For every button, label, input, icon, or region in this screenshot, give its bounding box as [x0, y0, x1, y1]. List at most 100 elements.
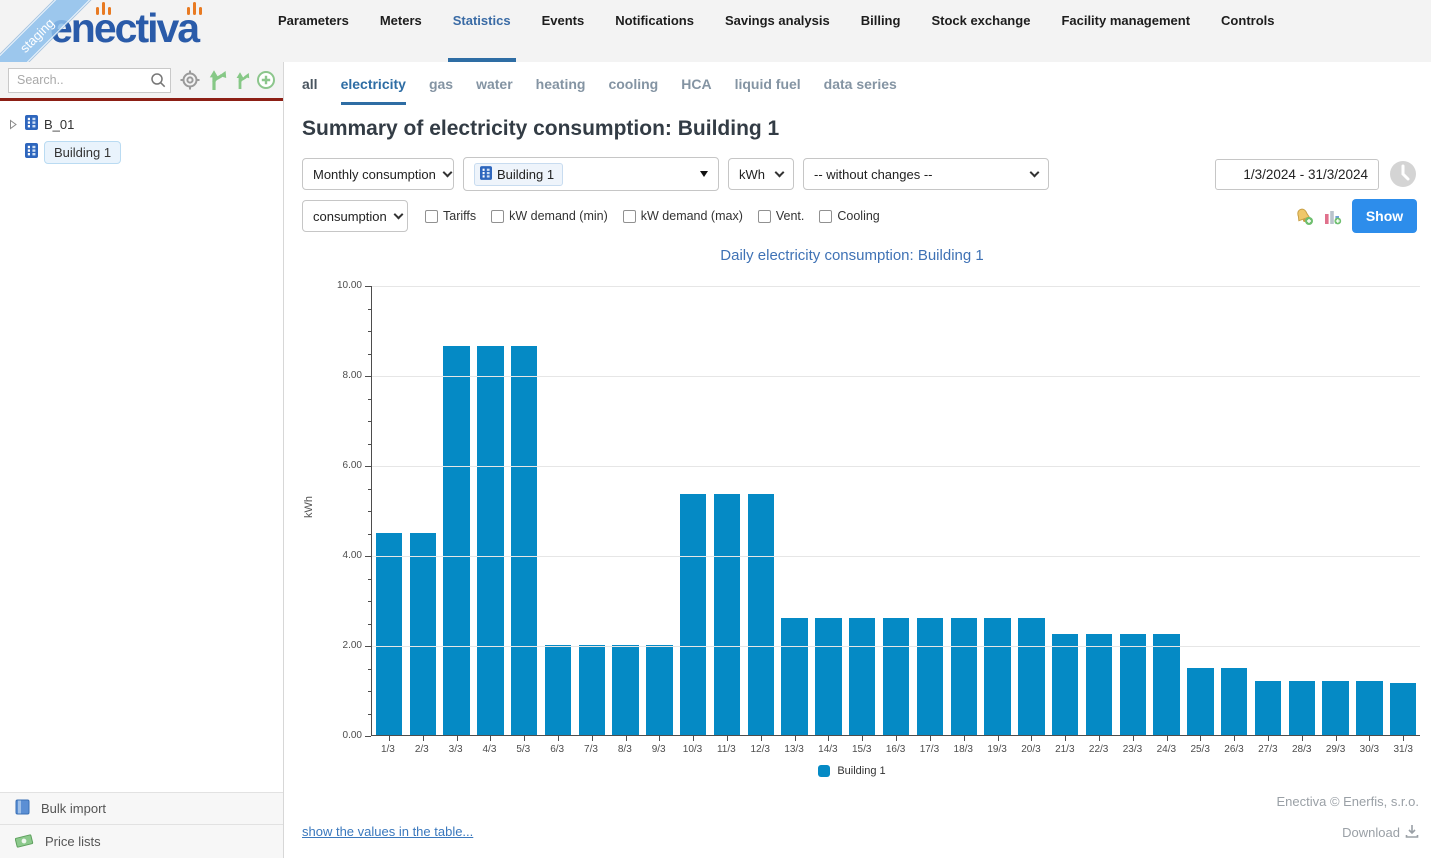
period-select[interactable]: Monthly consumption [302, 158, 454, 190]
checkbox-cooling[interactable]: Cooling [819, 209, 879, 223]
sidebar-item-bulk-import[interactable]: Bulk import [0, 792, 283, 824]
tab-heating[interactable]: heating [536, 76, 586, 105]
chart-add-icon[interactable] [1324, 208, 1342, 225]
y-tick [368, 511, 371, 512]
target-icon[interactable] [180, 70, 200, 90]
logo-area: enectiva staging [0, 0, 284, 62]
tab-gas[interactable]: gas [429, 76, 453, 105]
bar-26-3[interactable] [1221, 668, 1247, 736]
search-input[interactable] [8, 68, 171, 93]
x-axis-label: 31/3 [1386, 744, 1420, 755]
sidebar-item-price-lists[interactable]: Price lists [0, 824, 283, 858]
branch-large-icon[interactable] [207, 69, 228, 91]
bar-24-3[interactable] [1153, 634, 1179, 735]
clock-icon[interactable] [1389, 160, 1417, 188]
nav-item-billing[interactable]: Billing [861, 0, 901, 62]
bar-30-3[interactable] [1356, 681, 1382, 735]
checkbox-kw-demand-min[interactable]: kW demand (min) [491, 209, 608, 223]
tab-electricity[interactable]: electricity [341, 76, 406, 105]
nav-item-notifications[interactable]: Notifications [615, 0, 694, 62]
tab-hca[interactable]: HCA [681, 76, 711, 105]
bar-13-3[interactable] [781, 618, 807, 735]
meter-select[interactable]: Building 1 [463, 157, 719, 191]
bar-19-3[interactable] [984, 618, 1010, 735]
bar-6-3[interactable] [545, 645, 571, 735]
bar-4-3[interactable] [477, 346, 503, 735]
nav-item-statistics[interactable]: Statistics [453, 0, 511, 62]
y-tick [368, 579, 371, 580]
nav-item-facility-management[interactable]: Facility management [1061, 0, 1190, 62]
tree-item-b01[interactable]: B_01 [0, 110, 283, 138]
y-tick [365, 286, 371, 287]
bar-5-3[interactable] [511, 346, 537, 735]
sidebar: B_01 Building 1 Bulk import Price lists [0, 62, 284, 858]
download-link[interactable]: Download [1342, 824, 1419, 841]
bar-25-3[interactable] [1187, 668, 1213, 736]
bar-27-3[interactable] [1255, 681, 1281, 735]
branch-small-icon[interactable] [235, 71, 250, 89]
tab-water[interactable]: water [476, 76, 513, 105]
bar-18-3[interactable] [951, 618, 977, 735]
nav-item-savings-analysis[interactable]: Savings analysis [725, 0, 830, 62]
chevron-down-icon [393, 210, 403, 220]
bar-15-3[interactable] [849, 618, 875, 735]
bar-3-3[interactable] [443, 346, 469, 735]
bar-21-3[interactable] [1052, 634, 1078, 735]
bar-slot [744, 286, 778, 735]
bar-9-3[interactable] [646, 645, 672, 735]
show-button[interactable]: Show [1352, 199, 1417, 233]
bar-10-3[interactable] [680, 494, 706, 735]
bar-slot [778, 286, 812, 735]
x-axis-label: 8/3 [608, 744, 642, 755]
quantity-select[interactable]: consumption [302, 200, 408, 232]
bar-slot [1014, 286, 1048, 735]
bar-17-3[interactable] [917, 618, 943, 735]
tree-item-label: B_01 [44, 117, 74, 132]
tab-data-series[interactable]: data series [824, 76, 897, 105]
tab-liquid-fuel[interactable]: liquid fuel [735, 76, 801, 105]
bell-add-icon[interactable] [1294, 207, 1314, 226]
nav-item-controls[interactable]: Controls [1221, 0, 1274, 62]
changes-select-value: -- without changes -- [814, 167, 933, 182]
unit-select[interactable]: kWh [728, 158, 794, 190]
bar-slot [575, 286, 609, 735]
nav-item-parameters[interactable]: Parameters [278, 0, 349, 62]
tab-all[interactable]: all [302, 76, 318, 105]
bars [372, 286, 1420, 735]
nav-item-stock-exchange[interactable]: Stock exchange [931, 0, 1030, 62]
bar-2-3[interactable] [410, 533, 436, 736]
show-table-link[interactable]: show the values in the table... [302, 824, 473, 839]
bar-22-3[interactable] [1086, 634, 1112, 735]
bar-14-3[interactable] [815, 618, 841, 735]
y-axis-label: 4.00 [284, 550, 362, 561]
tab-cooling[interactable]: cooling [608, 76, 658, 105]
legend-item[interactable]: Building 1 [284, 765, 1420, 777]
checkbox-label: Vent. [776, 209, 805, 223]
bar-29-3[interactable] [1322, 681, 1348, 735]
download-icon [1405, 824, 1419, 841]
bar-8-3[interactable] [612, 645, 638, 735]
sidebar-search-row [0, 62, 283, 98]
date-range-input[interactable] [1215, 159, 1379, 190]
changes-select[interactable]: -- without changes -- [803, 158, 1049, 190]
bar-7-3[interactable] [579, 645, 605, 735]
checkbox-tariffs[interactable]: Tariffs [425, 209, 476, 223]
nav-item-meters[interactable]: Meters [380, 0, 422, 62]
bar-slot [372, 286, 406, 735]
bar-16-3[interactable] [883, 618, 909, 735]
checkbox-kw-demand-max[interactable]: kW demand (max) [623, 209, 743, 223]
bar-slot [1285, 286, 1319, 735]
bar-23-3[interactable] [1120, 634, 1146, 735]
add-circle-icon[interactable] [257, 71, 275, 89]
bar-31-3[interactable] [1390, 683, 1416, 735]
nav-item-events[interactable]: Events [542, 0, 585, 62]
bar-1-3[interactable] [376, 533, 402, 736]
bar-slot [473, 286, 507, 735]
bar-20-3[interactable] [1018, 618, 1044, 735]
tree-item-building-1[interactable]: Building 1 [0, 138, 283, 166]
caret-right-icon[interactable] [9, 119, 19, 130]
checkbox-vent[interactable]: Vent. [758, 209, 805, 223]
bar-12-3[interactable] [748, 494, 774, 735]
bar-28-3[interactable] [1289, 681, 1315, 735]
bar-11-3[interactable] [714, 494, 740, 735]
